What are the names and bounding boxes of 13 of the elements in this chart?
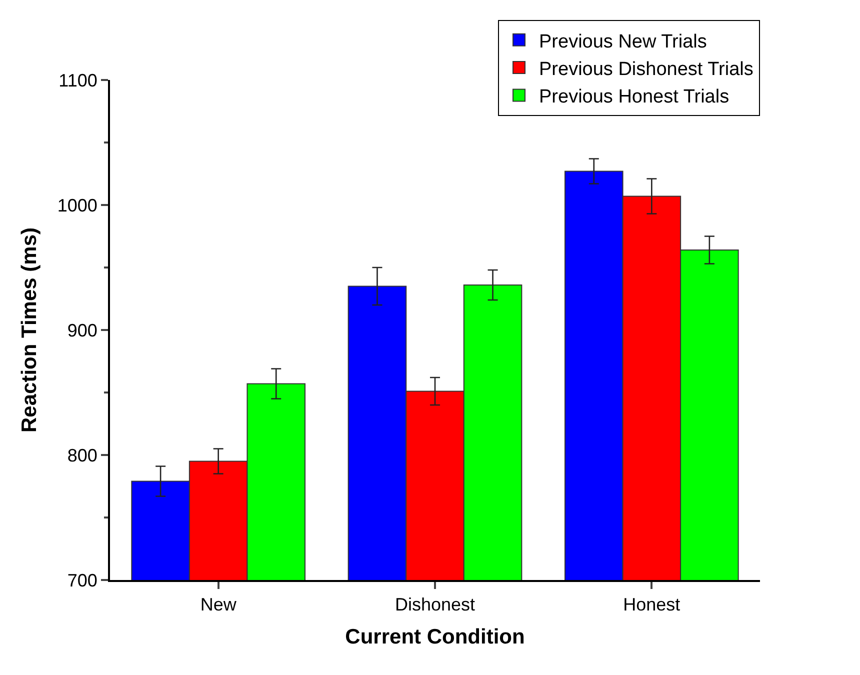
x-tick-label: New <box>200 594 238 615</box>
y-tick-label: 800 <box>67 445 98 466</box>
x-tick-label: Honest <box>623 594 680 615</box>
legend-label: Previous Honest Trials <box>539 86 730 108</box>
legend-label: Previous New Trials <box>539 31 707 52</box>
y-tick-label: 700 <box>67 570 98 590</box>
y-tick-label: 900 <box>67 320 98 340</box>
x-tick-label: Dishonest <box>394 594 476 615</box>
legend-label: Previous Dishonest Trials <box>539 58 754 80</box>
y-tick-label: 1100 <box>58 70 98 90</box>
x-axis-title: Current Condition <box>345 625 525 648</box>
y-axis-title: Reaction Times (ms) <box>18 227 42 433</box>
y-tick-label: 1000 <box>57 195 98 216</box>
